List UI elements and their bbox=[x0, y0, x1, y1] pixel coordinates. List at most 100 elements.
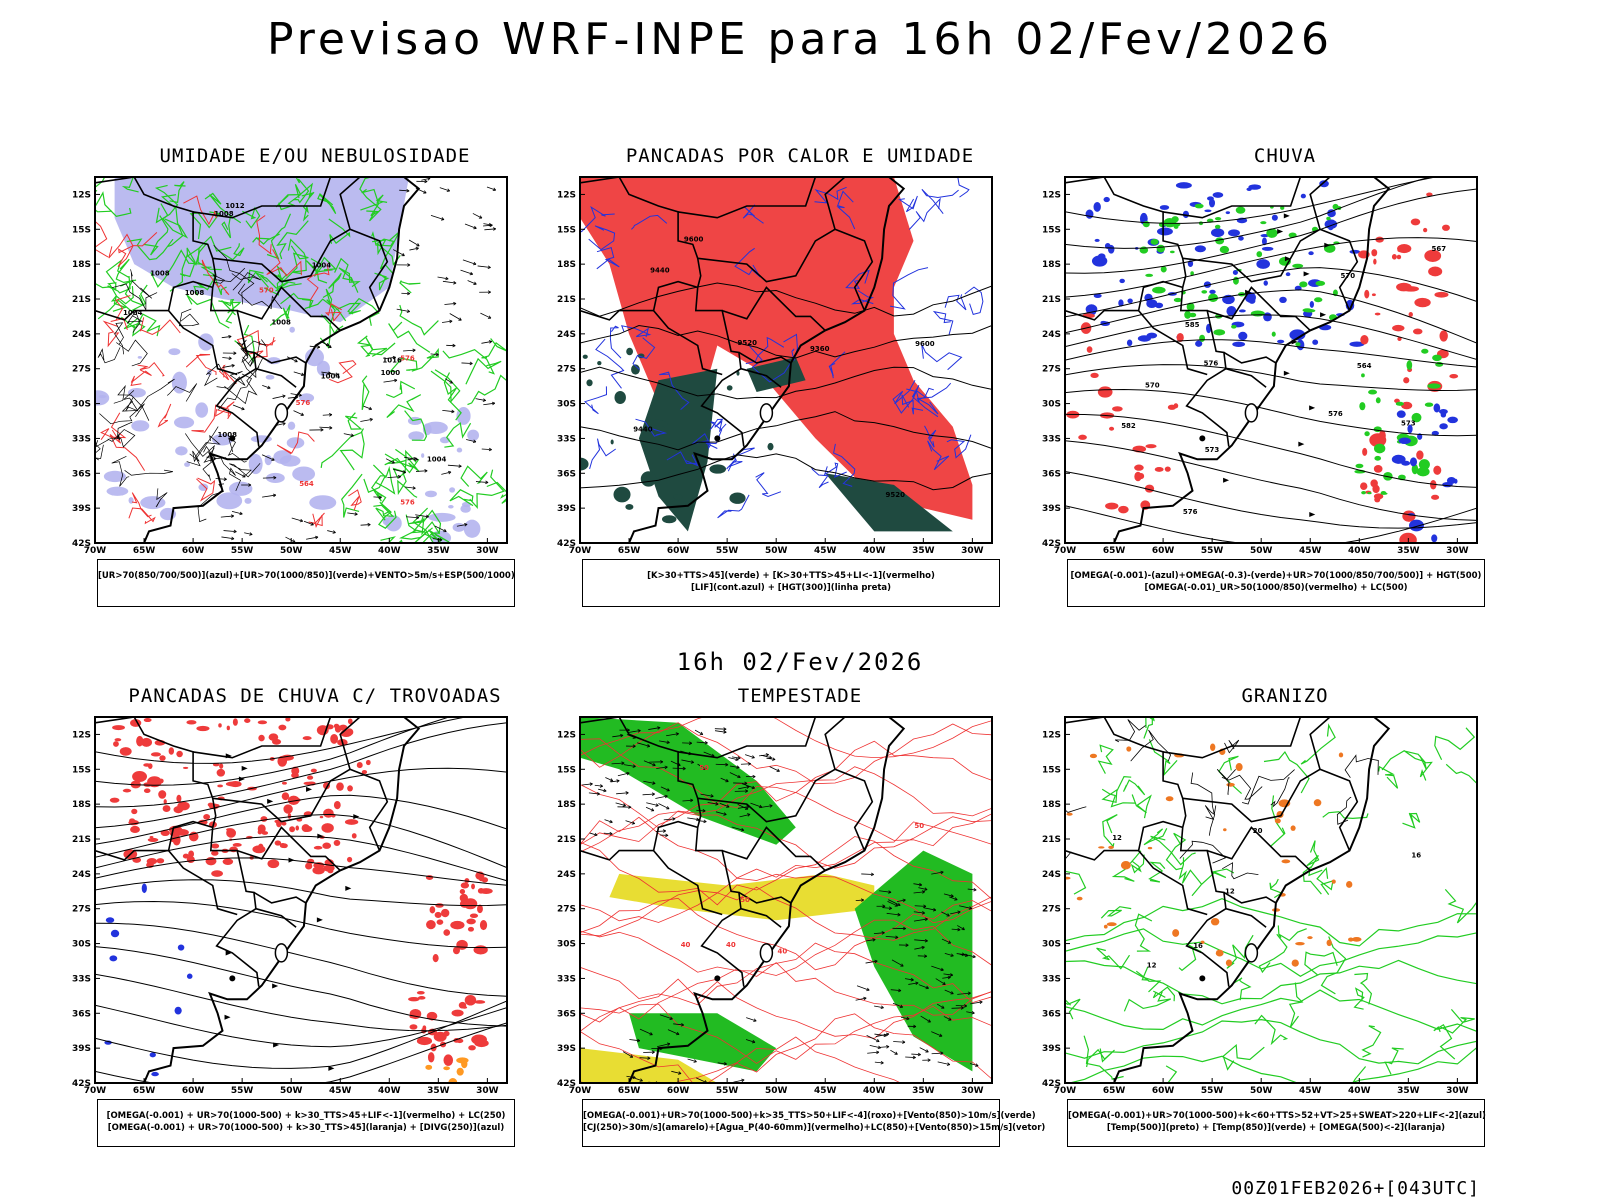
weather-map: 1008 1008 1008 1008 1008 1004 1004 1004 1004 1000… bbox=[72, 176, 508, 556]
contour-label: 50 bbox=[740, 896, 750, 904]
legend-line: [OMEGA(-0.01)_UR>50(1000/850)(vermelho) … bbox=[1144, 583, 1408, 593]
panel-granizo: GRANIZO 12 12 12 16 16 20 12S 15S 18S 21S 24S 27S 30S… bbox=[1035, 685, 1505, 1165]
lon-tick-label: 55W bbox=[1201, 1086, 1224, 1096]
contour-label: 576 bbox=[1183, 508, 1198, 516]
panel-title: UMIDADE E/OU NEBULOSIDADE bbox=[159, 145, 471, 167]
contour-label: 12 bbox=[1225, 888, 1235, 896]
lon-tick-label: 45W bbox=[814, 546, 837, 556]
lon-tick-label: 55W bbox=[231, 546, 254, 556]
lon-tick-label: 35W bbox=[427, 546, 450, 556]
lat-tick-label: 24S bbox=[557, 870, 576, 880]
lon-tick-label: 60W bbox=[667, 1086, 690, 1096]
state-border bbox=[740, 907, 782, 928]
lat-tick-label: 39S bbox=[72, 504, 91, 514]
lon-tick-label: 45W bbox=[1299, 546, 1322, 556]
state-border bbox=[1225, 367, 1267, 388]
lat-tick-label: 24S bbox=[1042, 870, 1061, 880]
contour-label: 9440 bbox=[650, 267, 670, 275]
lon-tick-label: 65W bbox=[1103, 546, 1126, 556]
panel-title: GRANIZO bbox=[1241, 685, 1329, 707]
state-border bbox=[167, 280, 238, 376]
lat-tick-label: 12S bbox=[557, 730, 576, 740]
lat-tick-label: 27S bbox=[557, 905, 576, 915]
lon-tick-label: 50W bbox=[765, 1086, 788, 1096]
contour-label: 1000 bbox=[381, 369, 401, 377]
state-border bbox=[95, 309, 169, 321]
legend-line: [OMEGA(-0.001)-(azul)+OMEGA(-0.3)-(verde… bbox=[1070, 571, 1482, 581]
lon-tick-label: 70W bbox=[569, 546, 592, 556]
legend-box: [OMEGA(-0.001)-(azul)+OMEGA(-0.3)-(verde… bbox=[1067, 559, 1485, 607]
contour-label: 576 bbox=[1204, 360, 1219, 368]
lon-tick-label: 30W bbox=[476, 546, 499, 556]
lon-tick-label: 45W bbox=[329, 1086, 352, 1096]
legend-line: [CJ(250)>30m/s](amarelo)+[Agua_P(40-60mm… bbox=[583, 1123, 1046, 1133]
state-border bbox=[738, 351, 792, 364]
contour-label: 576 bbox=[296, 399, 311, 407]
state-border bbox=[212, 768, 351, 823]
contour-label: 9600 bbox=[915, 340, 935, 348]
lon-tick-label: 60W bbox=[667, 546, 690, 556]
lon-tick-label: 35W bbox=[912, 1086, 935, 1096]
state-border bbox=[824, 177, 874, 311]
lat-tick-label: 30S bbox=[1042, 940, 1061, 950]
lon-tick-label: 60W bbox=[1152, 1086, 1175, 1096]
lon-tick-label: 45W bbox=[814, 1086, 837, 1096]
lat-tick-label: 42S bbox=[557, 539, 576, 549]
lat-tick-label: 18S bbox=[72, 260, 91, 270]
contour-label: 9440 bbox=[633, 425, 653, 433]
lat-tick-label: 15S bbox=[1042, 765, 1061, 775]
contour-label: 16 bbox=[1193, 942, 1203, 950]
contour-label: 1008 bbox=[218, 431, 238, 439]
legend-line: [K>30+TTS>45](verde) + [K>30+TTS>45+LI<-… bbox=[647, 571, 935, 581]
lat-tick-label: 15S bbox=[72, 225, 91, 235]
contour-label: 50 bbox=[914, 822, 924, 830]
lon-tick-label: 65W bbox=[618, 1086, 641, 1096]
lat-tick-label: 30S bbox=[1042, 400, 1061, 410]
state-border bbox=[677, 717, 817, 759]
state-border bbox=[721, 826, 826, 871]
lat-tick-label: 18S bbox=[1042, 260, 1061, 270]
state-border bbox=[1225, 907, 1267, 928]
contour-label: 570 bbox=[259, 287, 274, 295]
legend-box: [UR>70(850/700/500)](azul)+[UR>70(1000/8… bbox=[97, 559, 515, 607]
legend-line: [OMEGA(-0.001)+UR>70(1000-500)+k<60+TTS>… bbox=[1068, 1111, 1486, 1121]
lon-tick-label: 70W bbox=[569, 1086, 592, 1096]
panel-title: CHUVA bbox=[1253, 145, 1317, 167]
panel-title: PANCADAS POR CALOR E UMIDADE bbox=[625, 145, 975, 167]
weather-map: 40 50 40 50 40 50 12S 15S 18S 21S 24S 27S 30S 33S 36S 3… bbox=[557, 716, 993, 1096]
panel-chuva: CHUVA 576 576 576 573 573 570 570 567 564 582 585 12… bbox=[1035, 145, 1505, 625]
panel-title: PANCADAS DE CHUVA C/ TROVOADAS bbox=[128, 685, 502, 707]
lon-tick-label: 35W bbox=[912, 546, 935, 556]
lon-tick-label: 40W bbox=[378, 546, 401, 556]
coastline bbox=[143, 177, 421, 543]
lat-tick-label: 36S bbox=[1042, 1009, 1061, 1019]
contour-label: 570 bbox=[1145, 381, 1160, 389]
lat-tick-label: 39S bbox=[1042, 1044, 1061, 1054]
lon-tick-label: 35W bbox=[427, 1086, 450, 1096]
lon-tick-label: 45W bbox=[1299, 1086, 1322, 1096]
contour-label: 9520 bbox=[886, 491, 906, 499]
coastline bbox=[628, 717, 906, 1083]
contour-label: 576 bbox=[1328, 410, 1343, 418]
lon-tick-label: 40W bbox=[863, 1086, 886, 1096]
state-border bbox=[697, 768, 836, 823]
lon-tick-label: 40W bbox=[863, 546, 886, 556]
contour-label: 16 bbox=[1411, 851, 1421, 859]
lat-tick-label: 33S bbox=[72, 434, 91, 444]
state-border bbox=[580, 849, 654, 861]
lon-tick-label: 65W bbox=[618, 546, 641, 556]
lon-tick-label: 65W bbox=[1103, 1086, 1126, 1096]
legend-box: [OMEGA(-0.001) + UR>70(1000-500) + k>30_… bbox=[97, 1099, 515, 1147]
state-border bbox=[192, 177, 332, 219]
lat-tick-label: 36S bbox=[72, 469, 91, 479]
lon-tick-label: 55W bbox=[1201, 546, 1224, 556]
lat-tick-label: 33S bbox=[72, 974, 91, 984]
state-border bbox=[1309, 717, 1359, 851]
lat-tick-label: 24S bbox=[72, 330, 91, 340]
lat-tick-label: 27S bbox=[72, 905, 91, 915]
state-border bbox=[652, 280, 723, 376]
contour-label: 1008 bbox=[214, 210, 234, 218]
lon-tick-label: 65W bbox=[133, 1086, 156, 1096]
contour-label: 564 bbox=[1357, 362, 1372, 370]
state-border bbox=[721, 286, 826, 331]
